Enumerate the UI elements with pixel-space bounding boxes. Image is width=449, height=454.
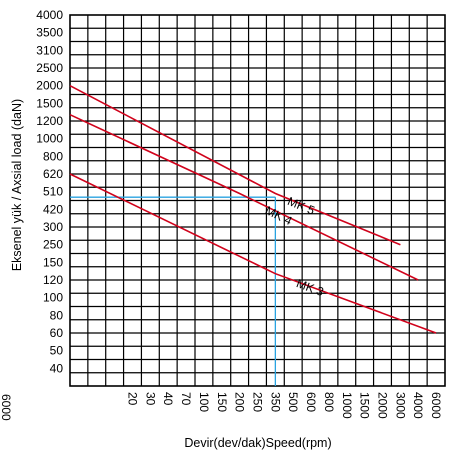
y-tick-label: 150 [43,255,63,269]
x-tick-label: 100 [197,392,211,412]
x-tick-label: 800 [322,392,336,412]
reference-lines [70,196,277,386]
y-tick-label: 2500 [36,61,63,75]
y-tick-label: 50 [50,344,64,358]
edge-tick-label: 6000 [0,394,13,421]
y-tick-label: 3100 [36,43,63,57]
x-tick-label: 40 [161,392,175,406]
y-tick-label: 3500 [36,26,63,40]
series-line-mk5 [69,84,401,246]
y-tick-label: 80 [50,308,64,322]
y-tick-label: 420 [43,202,63,216]
x-tick-label: 1000 [340,392,354,419]
series-line-mk3 [69,173,437,334]
y-tick-label: 1500 [36,96,63,110]
grid [69,14,446,387]
y-tick-label: 1000 [36,132,63,146]
x-tick-label: 500 [286,392,300,412]
x-tick-label: 20 [126,392,140,406]
x-tick-label: 350 [268,392,282,412]
x-tick-label: 150 [215,392,229,412]
y-axis-title: Eksenel yük / Axsial load (daN) [10,99,24,271]
y-tick-labels: 4000 3500 3100 2500 2000 1500 1200 1000 800 620 51… [36,8,63,375]
y-tick-label: 60 [50,326,64,340]
x-axis-title: Devir(dev/dak)Speed(rpm) [184,436,331,450]
x-tick-label: 200 [233,392,247,412]
y-tick-label: 40 [50,361,64,375]
x-tick-label: 30 [143,392,157,406]
y-tick-label: 510 [43,185,63,199]
x-tick-label: 250 [251,392,265,412]
x-tick-label: 1500 [358,392,372,419]
x-tick-label: 4000 [411,392,425,419]
x-tick-label: 2000 [376,392,390,419]
y-tick-label: 120 [43,273,63,287]
y-tick-label: 800 [43,149,63,163]
x-tick-label: 6000 [429,392,443,419]
y-tick-label: 4000 [36,8,63,22]
y-tick-label: 620 [43,167,63,181]
y-tick-label: 1200 [36,114,63,128]
x-tick-label: 3000 [393,392,407,419]
x-tick-label: 600 [304,392,318,412]
series: MK 5MK 4MK 3 [69,84,437,334]
y-tick-label: 100 [43,291,63,305]
y-tick-label: 300 [43,220,63,234]
series-line-mk4 [69,113,419,281]
x-tick-label: 70 [179,392,193,406]
y-tick-label: 250 [43,238,63,252]
y-tick-label: 2000 [36,79,63,93]
x-tick-labels: 20 30 40 70 100 150 200 250 350 500 600 800 1000 1500… [126,392,444,419]
